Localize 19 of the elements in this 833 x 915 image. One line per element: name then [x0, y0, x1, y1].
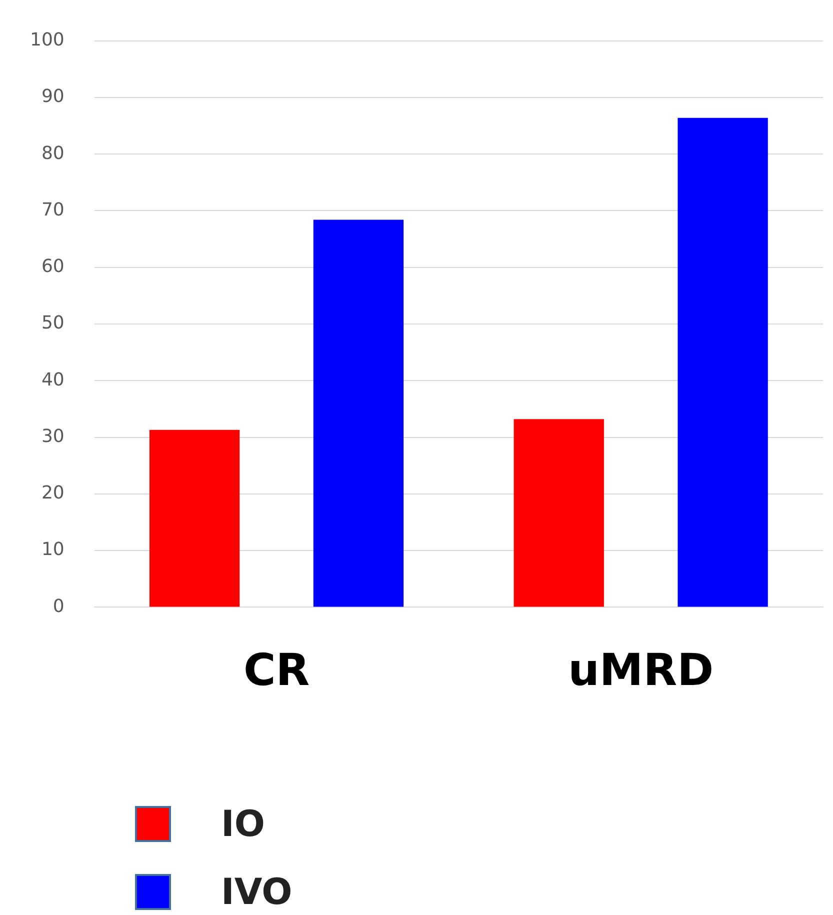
y-tick-label: 10	[41, 539, 64, 560]
y-tick-label: 60	[41, 256, 64, 278]
y-tick-label: 50	[41, 312, 64, 334]
bar	[313, 220, 404, 607]
y-tick-label: 0	[52, 596, 64, 617]
y-tick-label: 80	[41, 142, 64, 164]
y-tick-label: 40	[41, 369, 64, 390]
y-tick-label: 30	[41, 426, 64, 447]
bar	[149, 430, 240, 607]
y-tick-label: 100	[30, 29, 64, 50]
legend-label: IO	[221, 804, 265, 844]
bar	[678, 118, 768, 607]
x-tick-label: uMRD	[568, 645, 714, 696]
y-tick-label: 70	[41, 199, 64, 220]
bar	[514, 419, 604, 607]
y-tick-label: 20	[41, 482, 64, 504]
legend-label: IVO	[221, 872, 292, 912]
x-tick-label: CR	[243, 645, 310, 696]
y-tick-label: 90	[41, 86, 64, 108]
